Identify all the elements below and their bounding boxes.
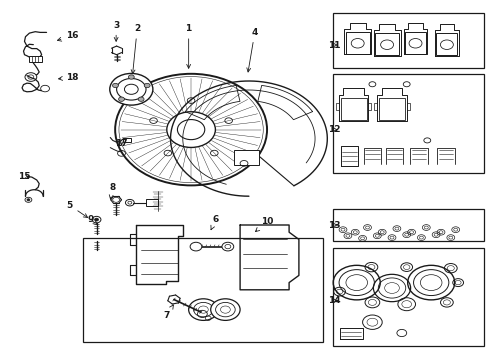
Text: 16: 16 bbox=[57, 31, 79, 41]
Text: 15: 15 bbox=[18, 172, 31, 181]
Bar bbox=[379, 98, 405, 120]
Text: 14: 14 bbox=[328, 296, 341, 305]
Bar bbox=[341, 98, 367, 120]
Circle shape bbox=[119, 97, 124, 102]
Bar bbox=[333, 248, 484, 346]
Text: 10: 10 bbox=[255, 217, 273, 231]
Text: 12: 12 bbox=[328, 125, 341, 134]
Bar bbox=[375, 33, 399, 55]
Bar bbox=[146, 199, 158, 206]
Text: 17: 17 bbox=[115, 139, 128, 148]
Text: 4: 4 bbox=[247, 28, 258, 72]
Bar bbox=[436, 33, 458, 55]
Circle shape bbox=[190, 242, 202, 251]
Bar bbox=[83, 238, 323, 342]
Circle shape bbox=[144, 83, 150, 87]
Circle shape bbox=[189, 299, 218, 320]
Text: 18: 18 bbox=[59, 73, 79, 82]
Text: 2: 2 bbox=[131, 24, 140, 74]
Circle shape bbox=[138, 97, 144, 102]
Circle shape bbox=[25, 197, 32, 202]
Text: 5: 5 bbox=[67, 201, 88, 217]
Bar bbox=[333, 209, 484, 241]
Text: 6: 6 bbox=[211, 215, 219, 230]
Text: 13: 13 bbox=[328, 220, 341, 230]
Text: 8: 8 bbox=[109, 183, 116, 199]
Bar bbox=[345, 32, 370, 54]
Text: 7: 7 bbox=[163, 305, 173, 320]
Bar bbox=[122, 138, 131, 142]
Text: 3: 3 bbox=[113, 21, 119, 41]
Circle shape bbox=[41, 85, 49, 92]
Circle shape bbox=[110, 73, 153, 105]
Text: 11: 11 bbox=[328, 40, 341, 49]
Text: 1: 1 bbox=[186, 24, 192, 68]
Circle shape bbox=[113, 83, 119, 87]
Circle shape bbox=[95, 218, 98, 221]
Bar bbox=[405, 32, 426, 54]
Circle shape bbox=[222, 242, 234, 251]
Circle shape bbox=[211, 299, 240, 320]
Bar bbox=[234, 150, 259, 165]
Bar bbox=[333, 13, 484, 68]
Bar bbox=[29, 56, 42, 62]
Circle shape bbox=[27, 199, 30, 201]
Circle shape bbox=[128, 75, 134, 79]
Bar bbox=[333, 74, 484, 173]
Circle shape bbox=[25, 73, 37, 81]
Text: 9: 9 bbox=[87, 215, 97, 224]
